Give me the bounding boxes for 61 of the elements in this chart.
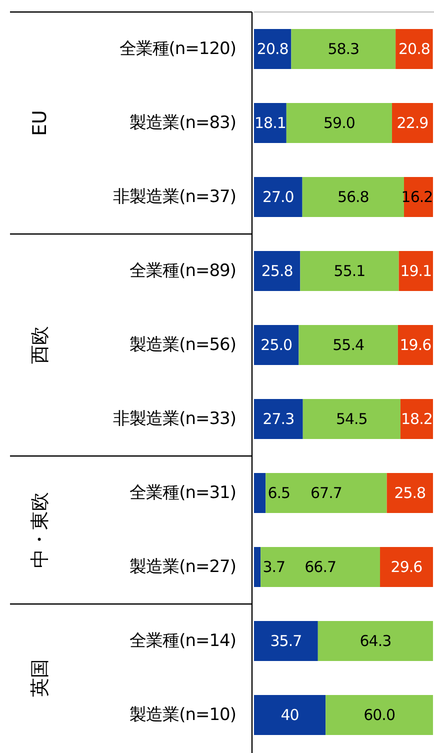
y-tick-label: 製造業(n=56)	[130, 335, 236, 355]
data-label: 56.8	[337, 188, 369, 206]
bar	[254, 473, 266, 513]
data-label: 67.7	[310, 484, 342, 502]
data-label: 60.0	[364, 706, 396, 724]
y-tick-label: 全業種(n=120)	[119, 39, 236, 59]
y-tick-label: 全業種(n=14)	[130, 631, 236, 651]
y-tick-label: 製造業(n=83)	[130, 113, 236, 133]
text: 英国	[29, 659, 51, 697]
data-label: 29.6	[390, 558, 422, 576]
data-label: 40	[280, 706, 299, 724]
bar	[396, 29, 433, 69]
bar	[291, 29, 396, 69]
y-tick-label: 全業種(n=89)	[130, 261, 236, 281]
bar	[254, 325, 299, 365]
data-label: 25.8	[261, 262, 293, 280]
y-tick-label: 非製造業(n=37)	[113, 187, 236, 207]
data-label: 66.7	[304, 558, 336, 576]
data-label: 22.9	[396, 114, 428, 132]
y-tick-label: 製造業(n=10)	[130, 705, 236, 725]
data-label: 20.8	[398, 40, 430, 58]
bar	[254, 399, 303, 439]
bar	[300, 251, 399, 291]
bar	[260, 547, 380, 587]
text: 中・東欧	[29, 492, 51, 568]
data-label: 25.0	[260, 336, 292, 354]
data-label: 3.7	[262, 558, 286, 576]
data-label: 19.1	[400, 262, 432, 280]
data-label: 20.8	[256, 40, 288, 58]
bar	[298, 325, 398, 365]
bar	[254, 103, 286, 143]
data-label: 27.0	[262, 188, 294, 206]
y-tick-label: 非製造業(n=33)	[113, 409, 236, 429]
bar	[302, 177, 404, 217]
data-label: 54.5	[336, 410, 368, 428]
bar	[302, 399, 400, 439]
data-label: 59.0	[324, 114, 355, 132]
data-label: 6.5	[268, 484, 290, 502]
data-label: 35.7	[270, 632, 302, 650]
data-label: 18.2	[401, 410, 432, 428]
data-label: 55.1	[334, 262, 366, 280]
y-tick-label: 製造業(n=27)	[130, 557, 236, 577]
y-tick-label: 全業種(n=31)	[130, 483, 236, 503]
data-label: 27.3	[262, 410, 294, 428]
text: 西欧	[29, 326, 51, 364]
data-label: 25.8	[394, 484, 426, 502]
data-label: 19.6	[400, 336, 432, 354]
bar	[392, 103, 433, 143]
data-label: 18.1	[254, 114, 286, 132]
bar	[398, 251, 433, 291]
bar	[254, 251, 300, 291]
bar	[254, 547, 261, 587]
bar	[286, 103, 392, 143]
data-label: 55.4	[332, 336, 364, 354]
bar	[380, 547, 433, 587]
data-label: 64.3	[360, 632, 392, 650]
data-label: 58.3	[328, 40, 360, 58]
bar	[266, 473, 387, 513]
bar	[386, 473, 433, 513]
bar	[254, 177, 302, 217]
text: EU	[29, 110, 51, 136]
